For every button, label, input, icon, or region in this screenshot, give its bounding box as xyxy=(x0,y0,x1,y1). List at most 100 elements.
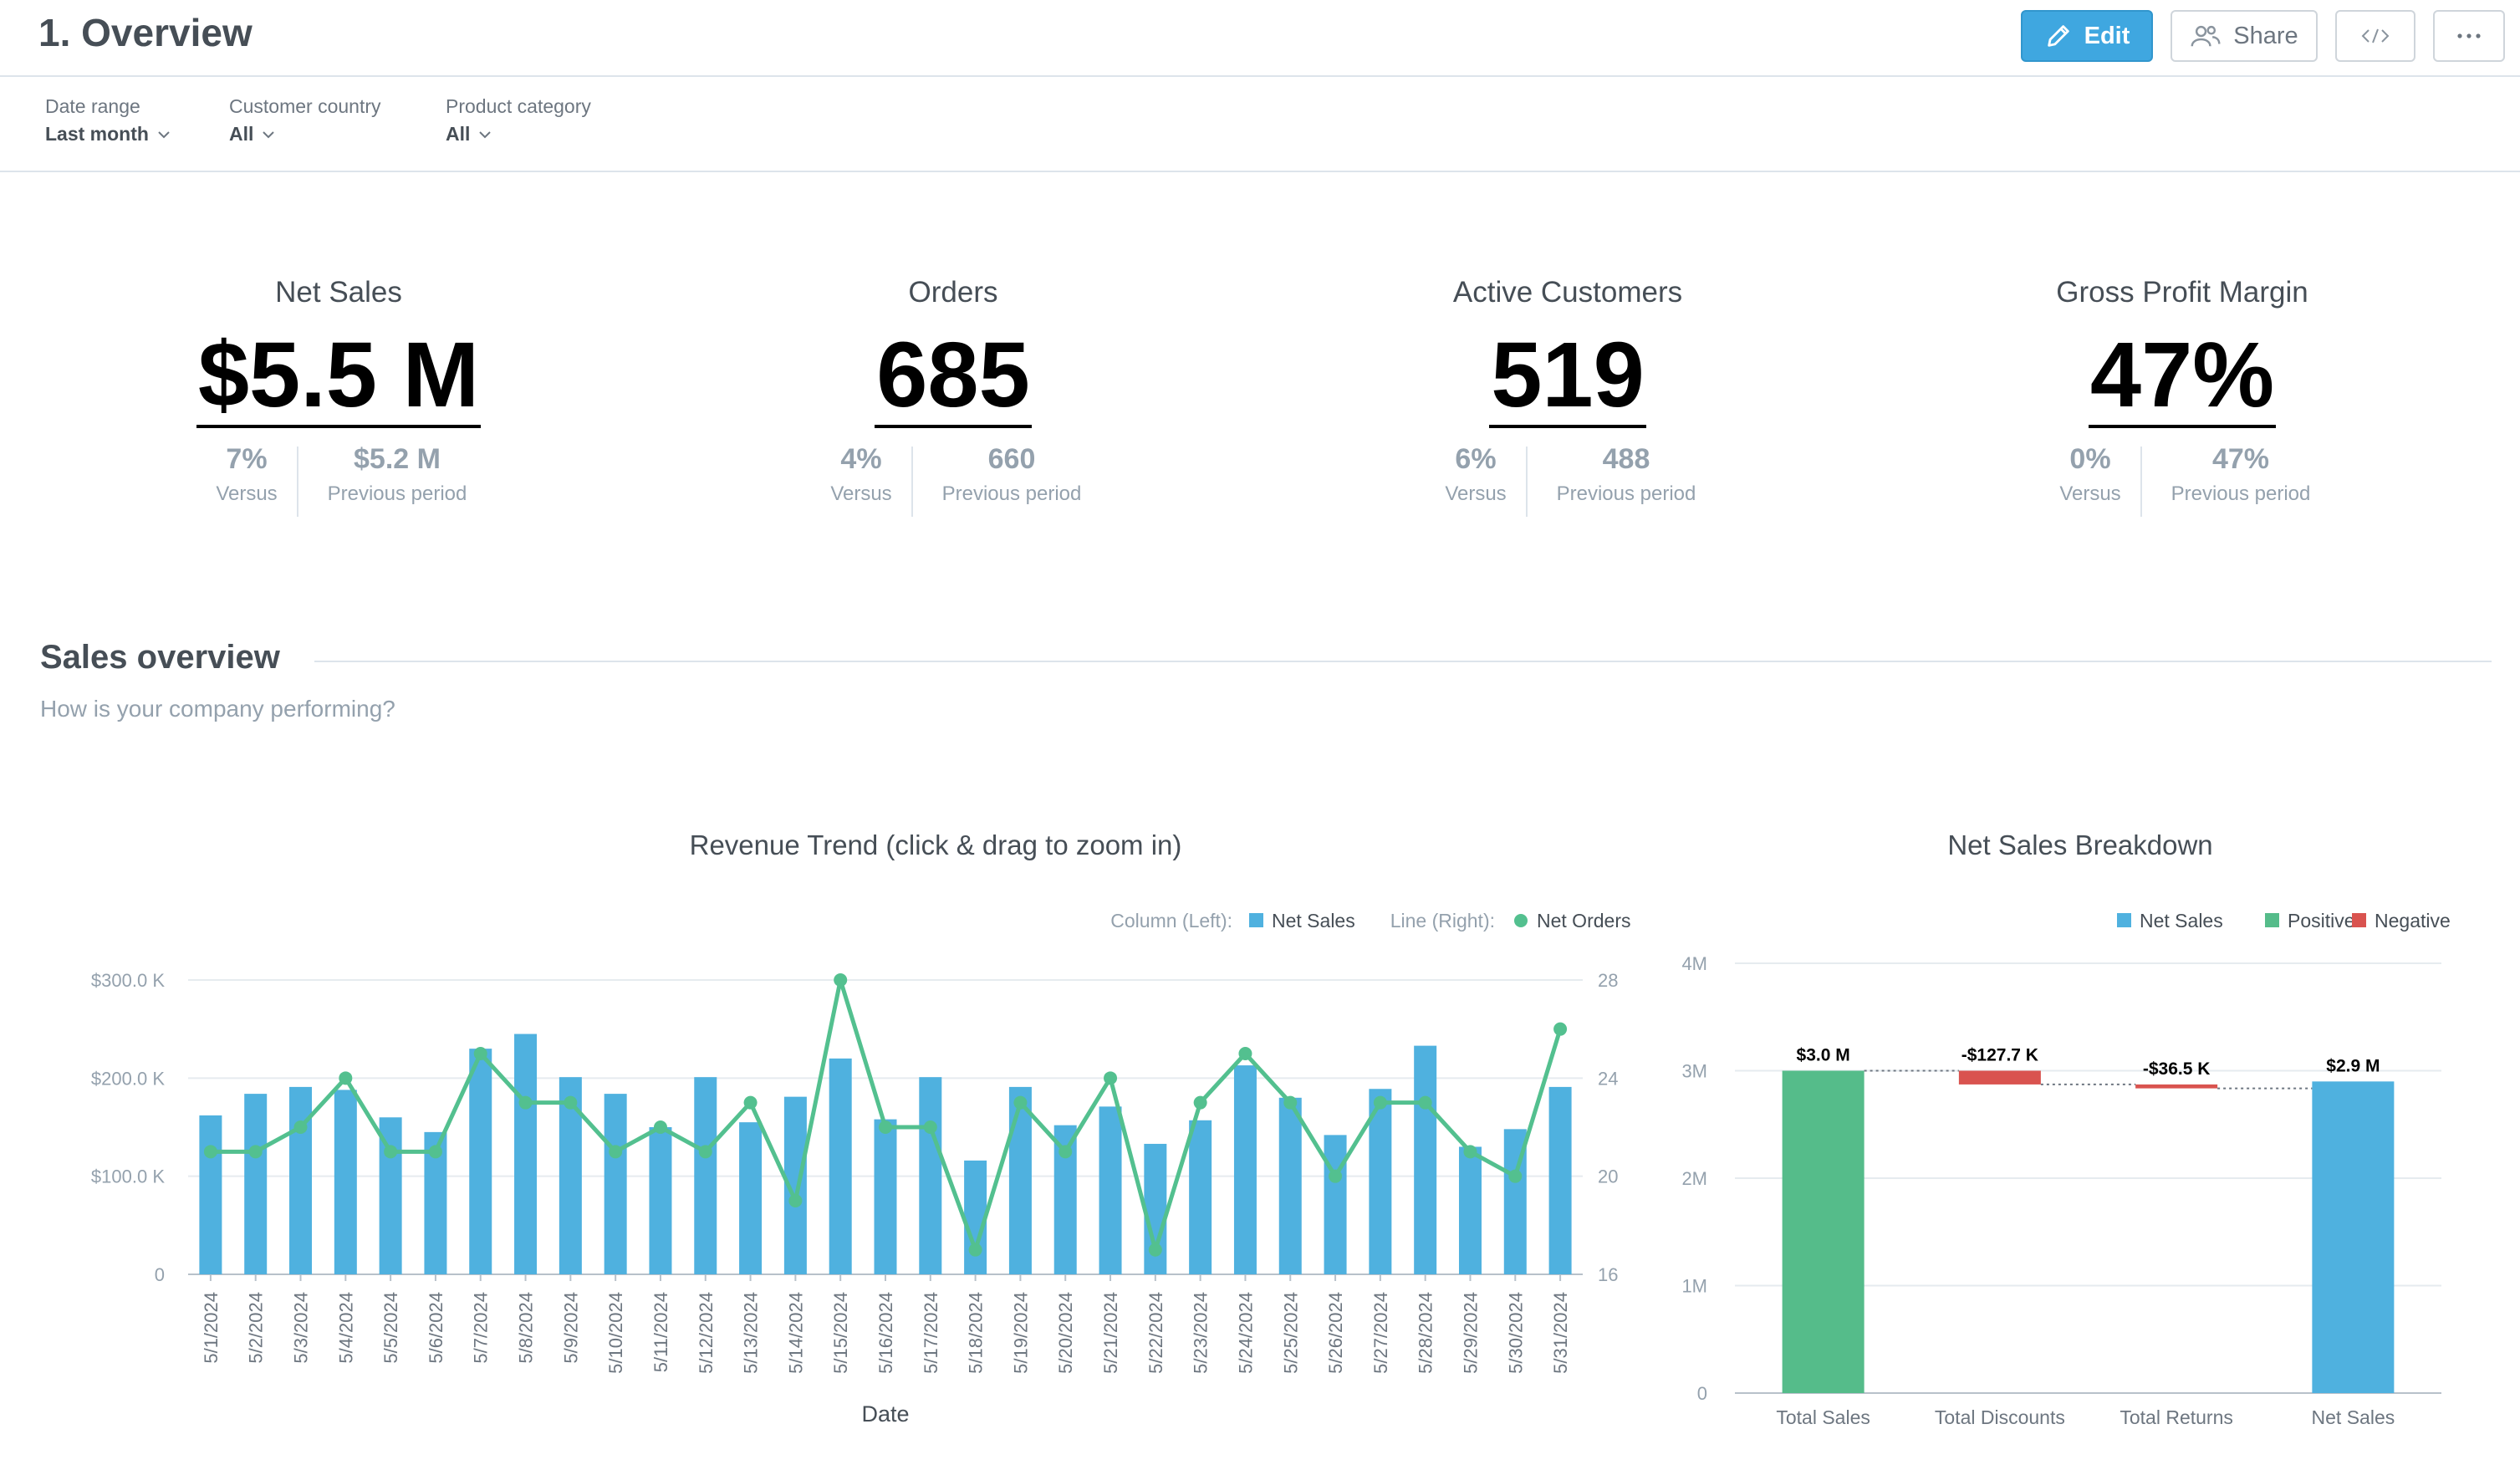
point-net-orders[interactable] xyxy=(384,1145,398,1159)
bar-net-sales[interactable] xyxy=(244,1094,268,1274)
bar-net-sales[interactable] xyxy=(469,1049,492,1274)
point-net-orders[interactable] xyxy=(203,1145,217,1159)
x-tick-label: 5/10/2024 xyxy=(605,1292,626,1374)
bar-net-sales[interactable] xyxy=(1458,1146,1482,1274)
point-net-orders[interactable] xyxy=(1193,1095,1207,1110)
filter-value: All xyxy=(446,123,471,145)
kpi-value[interactable]: 685 xyxy=(875,324,1032,428)
bar-net-sales[interactable] xyxy=(919,1077,942,1274)
more-options-button[interactable] xyxy=(2433,10,2505,62)
point-net-orders[interactable] xyxy=(564,1095,578,1110)
bar-net-sales[interactable] xyxy=(1008,1086,1032,1274)
point-net-orders[interactable] xyxy=(1508,1169,1523,1183)
point-net-orders[interactable] xyxy=(1373,1095,1387,1110)
point-net-orders[interactable] xyxy=(743,1095,758,1110)
kpi-title: Gross Profit Margin xyxy=(2056,276,2308,309)
point-net-orders[interactable] xyxy=(293,1120,308,1134)
point-net-orders[interactable] xyxy=(1418,1095,1432,1110)
point-net-orders[interactable] xyxy=(923,1120,937,1134)
kpi-active-customers[interactable]: Active Customers 519 6% Versus 488 Previou… xyxy=(1350,276,1785,518)
bar-net-sales[interactable] xyxy=(334,1090,357,1274)
point-net-orders[interactable] xyxy=(1148,1243,1162,1257)
x-tick-label: 5/14/2024 xyxy=(785,1292,806,1374)
bar-net-sales[interactable] xyxy=(1189,1120,1212,1274)
bar-change[interactable] xyxy=(2135,1084,2218,1089)
pencil-icon xyxy=(2044,22,2073,50)
x-tick-label: 5/13/2024 xyxy=(741,1292,762,1374)
bar-net-sales[interactable] xyxy=(1324,1135,1347,1274)
x-tick-label: 5/9/2024 xyxy=(560,1292,581,1364)
x-tick-label: 5/3/2024 xyxy=(291,1292,312,1364)
kpi-value[interactable]: 519 xyxy=(1489,324,1646,428)
point-net-orders[interactable] xyxy=(1553,1022,1568,1036)
kpi-gross-profit-margin[interactable]: Gross Profit Margin 47% 0% Versus 47% Prev… xyxy=(1965,276,2400,518)
point-net-orders[interactable] xyxy=(428,1145,442,1159)
bar-net-sales[interactable] xyxy=(199,1115,222,1274)
bar-net-sales[interactable] xyxy=(514,1034,538,1274)
point-net-orders[interactable] xyxy=(879,1120,892,1134)
point-net-orders[interactable] xyxy=(1283,1095,1298,1110)
point-net-orders[interactable] xyxy=(1463,1145,1477,1159)
kpi-title: Active Customers xyxy=(1452,276,1683,309)
filter-product-category[interactable]: Product category All xyxy=(446,95,591,145)
point-net-orders[interactable] xyxy=(1104,1071,1118,1085)
point-net-orders[interactable] xyxy=(788,1194,803,1207)
point-net-orders[interactable] xyxy=(248,1145,263,1159)
divider xyxy=(297,447,298,517)
x-tick-label: 5/27/2024 xyxy=(1370,1292,1391,1374)
kpi-net-sales[interactable]: Net Sales $5.5 M 7% Versus $5.2 M Previous… xyxy=(121,276,556,518)
kpi-change: 4% xyxy=(840,443,882,475)
kpi-orders[interactable]: Orders 685 4% Versus 660 Previous period xyxy=(736,276,1171,518)
edit-button[interactable]: Edit xyxy=(2021,10,2153,62)
bar-net-sales[interactable] xyxy=(739,1122,763,1274)
bar-net-sales[interactable] xyxy=(289,1086,313,1274)
bar-net-sales[interactable] xyxy=(1278,1097,1302,1274)
point-net-orders[interactable] xyxy=(339,1071,353,1085)
point-net-orders[interactable] xyxy=(968,1243,982,1257)
filter-date-range[interactable]: Date range Last month xyxy=(45,95,171,145)
point-net-orders[interactable] xyxy=(473,1047,487,1060)
filter-bar: Date range Last month Customer country A… xyxy=(0,77,2520,172)
bar-net-sales[interactable] xyxy=(874,1119,897,1274)
bar-net-sales[interactable] xyxy=(2312,1081,2395,1393)
x-tick-label: 5/24/2024 xyxy=(1235,1292,1256,1374)
legend-prefix: Line (Right): xyxy=(1390,910,1495,932)
x-tick-label: 5/31/2024 xyxy=(1550,1292,1571,1374)
x-tick-label: 5/15/2024 xyxy=(830,1292,851,1374)
point-net-orders[interactable] xyxy=(653,1120,667,1134)
point-net-orders[interactable] xyxy=(1013,1095,1028,1110)
point-net-orders[interactable] xyxy=(1059,1145,1073,1159)
bar-net-sales[interactable] xyxy=(1099,1106,1122,1274)
point-net-orders[interactable] xyxy=(1329,1169,1343,1183)
y-tick: 3M xyxy=(1681,1061,1707,1082)
kpi-previous: $5.2 M xyxy=(354,443,441,475)
point-net-orders[interactable] xyxy=(518,1095,533,1110)
point-net-orders[interactable] xyxy=(834,973,848,987)
bar-net-sales[interactable] xyxy=(1414,1045,1437,1274)
share-button[interactable]: Share xyxy=(2171,10,2318,62)
bar-change[interactable] xyxy=(1958,1070,2041,1085)
point-net-orders[interactable] xyxy=(609,1145,623,1159)
filter-customer-country[interactable]: Customer country All xyxy=(229,95,381,145)
point-net-orders[interactable] xyxy=(698,1145,712,1159)
point-net-orders[interactable] xyxy=(1238,1047,1252,1060)
bar-net-sales[interactable] xyxy=(829,1058,852,1274)
x-tick-label: 5/17/2024 xyxy=(921,1292,941,1374)
bar-net-sales[interactable] xyxy=(1369,1089,1392,1274)
kpi-previous-label: Previous period xyxy=(327,482,467,505)
kpi-value[interactable]: $5.5 M xyxy=(196,324,482,428)
bar-net-sales[interactable] xyxy=(649,1127,672,1274)
y-right-tick: 20 xyxy=(1598,1166,1618,1187)
bar-net-sales[interactable] xyxy=(1548,1086,1572,1274)
embed-code-button[interactable] xyxy=(2335,10,2415,62)
bar-net-sales[interactable] xyxy=(694,1077,717,1274)
kpi-previous-label: Previous period xyxy=(2171,482,2311,505)
bar-net-sales[interactable] xyxy=(1233,1065,1257,1274)
bar-net-sales[interactable] xyxy=(379,1117,402,1274)
kpi-value[interactable]: 47% xyxy=(2088,324,2277,428)
chart-title: Revenue Trend (click & drag to zoom in) xyxy=(690,829,1182,860)
kpi-title: Net Sales xyxy=(275,276,402,309)
bar-net-sales[interactable] xyxy=(604,1094,627,1274)
bar-total-sales[interactable] xyxy=(1782,1070,1864,1394)
